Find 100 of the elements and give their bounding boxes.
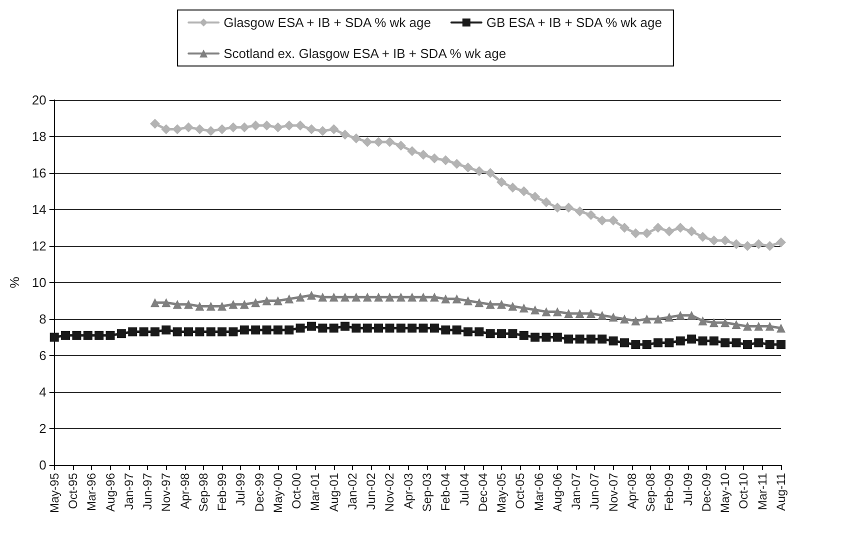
point <box>619 222 630 233</box>
x-tick-label: May-10 <box>718 472 732 514</box>
x-tick-label: Jan-97 <box>122 472 136 510</box>
y-tick-label: 12 <box>32 238 46 254</box>
x-tick-label: Mar-06 <box>532 472 546 512</box>
point <box>754 239 764 250</box>
y-tick-label: 2 <box>39 421 46 436</box>
point <box>776 324 786 333</box>
point <box>272 122 283 132</box>
point <box>731 239 742 250</box>
x-tick-label: Aug-06 <box>550 472 564 512</box>
point <box>273 296 282 306</box>
x-tick-label: Apr-03 <box>401 472 416 510</box>
point <box>251 298 260 308</box>
point <box>754 322 764 331</box>
y-tick-label: 6 <box>39 348 46 363</box>
point <box>508 182 518 193</box>
point <box>586 309 596 318</box>
x-tick-label: Apr-08 <box>624 472 639 510</box>
point <box>306 124 316 134</box>
point <box>385 292 394 302</box>
y-tick-label: 8 <box>39 312 46 326</box>
point <box>206 302 216 311</box>
point <box>765 322 774 331</box>
point <box>362 136 372 147</box>
legend-label: Scotland ex. Glasgow ESA + IB + SDA % wk age <box>224 46 506 61</box>
point <box>441 294 450 304</box>
y-tick-label: 4 <box>39 384 46 400</box>
point <box>329 292 338 302</box>
point <box>452 158 462 169</box>
x-tick-label: Dec-99 <box>252 472 266 512</box>
point <box>598 310 607 320</box>
point <box>542 307 551 316</box>
point <box>676 310 685 320</box>
point <box>564 202 574 213</box>
point <box>150 298 160 308</box>
x-tick-label: Aug-96 <box>103 472 118 512</box>
point <box>195 302 204 311</box>
point <box>552 307 562 316</box>
y-axis-title: % <box>7 276 22 288</box>
point <box>530 305 540 314</box>
y-tick-label: 0 <box>39 458 46 472</box>
point <box>497 300 506 309</box>
point <box>184 300 194 309</box>
y-tick-label: 10 <box>32 275 46 290</box>
point <box>328 124 339 134</box>
point <box>631 316 640 326</box>
point <box>374 292 384 302</box>
point <box>262 120 272 131</box>
x-tick-label: Mar-01 <box>308 472 322 512</box>
point <box>240 300 249 309</box>
point <box>172 300 182 309</box>
point <box>620 314 629 324</box>
point <box>418 292 428 302</box>
point <box>764 241 775 251</box>
point <box>430 292 439 302</box>
point <box>653 222 664 233</box>
point <box>362 292 372 302</box>
point <box>664 312 674 322</box>
x-tick-label: Oct-05 <box>513 472 528 510</box>
point <box>318 292 328 302</box>
x-tick-label: Jun-97 <box>140 472 155 510</box>
y-tick-label: 14 <box>32 202 46 217</box>
x-tick-label: Nov-97 <box>159 472 174 512</box>
point <box>552 202 562 213</box>
point <box>418 150 428 160</box>
point <box>217 124 228 134</box>
point <box>597 215 608 226</box>
point <box>340 130 350 140</box>
x-tick-label: Sep-03 <box>420 472 434 512</box>
point <box>630 228 641 238</box>
point <box>262 296 272 306</box>
point <box>518 186 529 196</box>
point <box>184 122 194 132</box>
point <box>407 146 418 156</box>
point <box>698 232 708 242</box>
point <box>206 126 216 136</box>
point <box>776 237 786 248</box>
point <box>440 155 451 166</box>
point <box>698 316 708 326</box>
point <box>485 168 496 178</box>
x-tick-label: Jun-07 <box>588 472 602 510</box>
x-tick-label: Nov-02 <box>382 472 397 512</box>
point <box>161 124 172 134</box>
point <box>228 300 238 309</box>
point <box>519 304 528 313</box>
legend-label: GB ESA + IB + SDA % wk age <box>486 15 662 30</box>
point <box>642 228 652 238</box>
point <box>586 210 596 220</box>
point <box>172 124 182 134</box>
point <box>452 294 462 304</box>
x-tick-label: Oct-95 <box>66 472 80 510</box>
y-tick-label: 20 <box>32 92 46 108</box>
point <box>352 292 361 302</box>
point <box>720 318 730 328</box>
point <box>284 294 294 304</box>
x-tick-label: Nov-07 <box>606 472 620 512</box>
x-tick-label: Jul-04 <box>457 472 472 506</box>
legend-label: Glasgow ESA + IB + SDA % wk age <box>224 15 431 30</box>
point <box>508 302 518 311</box>
